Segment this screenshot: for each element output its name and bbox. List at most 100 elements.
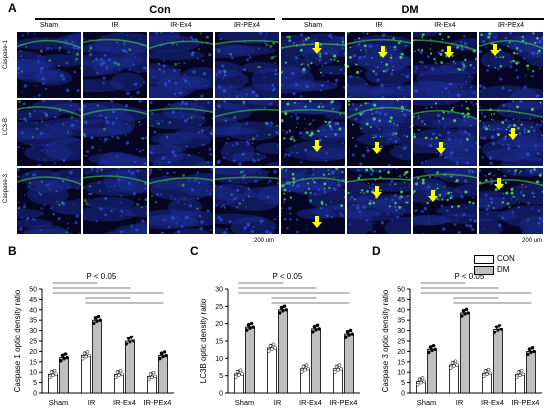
data-point xyxy=(114,375,118,380)
data-point xyxy=(529,350,533,355)
micrograph-tile xyxy=(148,167,214,235)
y-axis-label: Caspase 3 optic density ratio xyxy=(381,289,390,392)
data-point xyxy=(350,332,354,336)
data-point xyxy=(118,368,123,373)
data-point xyxy=(515,375,519,380)
data-point xyxy=(300,370,304,374)
col-label-dm-ir-ex4: IR-Ex4 xyxy=(434,22,456,29)
y-tick-label: 20 xyxy=(215,321,223,328)
data-point xyxy=(161,354,165,359)
col-label-con-ir-ex4: IR-Ex4 xyxy=(170,22,192,29)
data-point xyxy=(273,346,277,350)
data-point xyxy=(516,370,521,374)
data-point xyxy=(334,364,339,369)
y-tick-label: 45 xyxy=(29,297,37,304)
micrograph-tile xyxy=(280,31,346,99)
data-point xyxy=(151,370,156,375)
data-point xyxy=(237,373,241,377)
arrow-icon xyxy=(428,190,438,202)
data-point xyxy=(93,316,98,320)
data-point xyxy=(96,314,101,319)
scale-bar-label-1: 200 um xyxy=(254,238,275,244)
data-point xyxy=(315,323,320,327)
data-point xyxy=(251,325,255,329)
bar-dm xyxy=(92,319,102,394)
data-point xyxy=(486,367,491,372)
micrograph-tile xyxy=(82,99,148,167)
data-point xyxy=(345,330,350,334)
x-tick-label: IR xyxy=(88,398,96,407)
data-point xyxy=(301,364,306,369)
data-point xyxy=(249,321,254,326)
micrograph-tile xyxy=(16,167,82,235)
x-tick-label: IR-PEx4 xyxy=(330,398,358,407)
x-tick-label: IR-Ex4 xyxy=(481,398,504,407)
bar-con xyxy=(81,355,91,394)
bar-dm xyxy=(59,357,69,394)
micrograph-tile xyxy=(214,167,280,235)
micrograph-tile xyxy=(214,99,280,167)
y-tick-label: 10 xyxy=(29,370,37,377)
data-point xyxy=(336,368,340,372)
micrograph-tile xyxy=(148,31,214,99)
y-tick-label: 10 xyxy=(397,370,405,377)
col-label-con-ir: IR xyxy=(111,22,119,29)
data-point xyxy=(234,375,238,379)
micrograph-tile xyxy=(478,31,544,99)
y-tick-label: 50 xyxy=(397,287,405,294)
data-point xyxy=(164,353,168,358)
data-point xyxy=(485,372,489,377)
data-point xyxy=(54,372,58,377)
y-tick-label: 30 xyxy=(29,328,37,335)
arrow-icon xyxy=(312,216,322,228)
data-point xyxy=(464,307,469,312)
bar-con xyxy=(267,347,277,394)
data-point xyxy=(317,327,321,331)
data-point xyxy=(312,325,317,329)
data-point xyxy=(303,368,307,372)
arrow-icon xyxy=(490,44,500,56)
y-tick-label: 5 xyxy=(401,380,405,387)
y-tick-label: 15 xyxy=(397,359,405,366)
micrograph-tile xyxy=(82,31,148,99)
significance-label: P < 0.05 xyxy=(86,272,116,281)
y-tick-label: 5 xyxy=(33,380,37,387)
data-point xyxy=(131,339,136,343)
data-point xyxy=(153,374,157,379)
scale-bar-label-2: 200 um xyxy=(522,238,543,244)
data-point xyxy=(245,328,249,333)
data-point xyxy=(339,366,343,371)
row-label-caspase-3: Caspase-3 xyxy=(3,173,9,203)
micrograph-tile xyxy=(346,31,412,99)
data-point xyxy=(162,350,167,354)
data-point xyxy=(248,326,252,330)
data-point xyxy=(347,333,351,337)
data-point xyxy=(52,368,57,373)
data-point xyxy=(428,345,433,349)
data-point xyxy=(278,311,282,315)
data-point xyxy=(65,355,69,360)
x-tick-label: IR xyxy=(274,398,282,407)
micrograph-tile xyxy=(346,99,412,167)
data-point xyxy=(148,372,153,377)
data-point xyxy=(51,373,55,378)
data-point xyxy=(85,350,90,354)
data-point xyxy=(494,325,499,330)
data-point xyxy=(82,351,87,356)
data-point xyxy=(117,373,121,378)
data-point xyxy=(60,353,65,358)
x-tick-label: IR xyxy=(456,398,464,407)
x-tick-label: IR-PEx4 xyxy=(144,398,172,407)
data-point xyxy=(430,348,434,353)
y-tick-label: 15 xyxy=(29,359,37,366)
group-line-dm xyxy=(282,18,544,20)
arrow-icon xyxy=(312,42,322,54)
micrograph-tile xyxy=(82,167,148,235)
panel-letter: D xyxy=(372,245,381,258)
bar-dm xyxy=(526,351,536,394)
row-label-lc3-b: LC3-B xyxy=(3,117,9,135)
micrograph-tile xyxy=(412,99,478,167)
data-point xyxy=(348,328,353,333)
data-point xyxy=(124,342,129,347)
